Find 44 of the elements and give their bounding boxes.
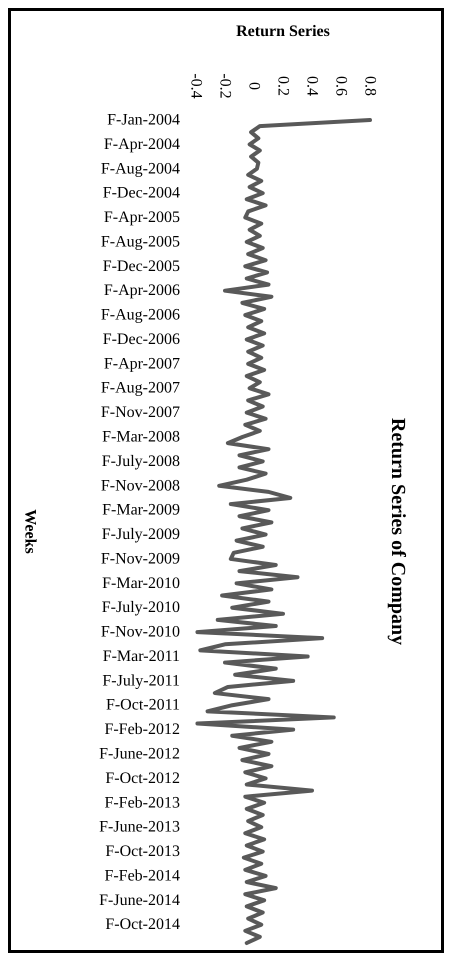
y-tick-label: F-Apr-2007 bbox=[104, 355, 180, 372]
y-tick-label: F-Aug-2006 bbox=[100, 306, 180, 324]
y-tick-label: F-Nov-2007 bbox=[100, 404, 180, 422]
text: Return Series of Company bbox=[387, 418, 409, 646]
x-tick-label: 0.6 bbox=[332, 76, 350, 96]
x-tick-label: 0.4 bbox=[304, 76, 320, 96]
y-tick-label: F-Mar-2011 bbox=[102, 648, 180, 665]
x-tick-label: -0.4 bbox=[188, 73, 204, 99]
x-tick-label: 0.8 bbox=[362, 76, 378, 96]
y-tick-label: F-Oct-2013 bbox=[105, 843, 180, 860]
x-tick-label: 0 bbox=[246, 82, 262, 90]
y-tick-label: F-Feb-2013 bbox=[104, 794, 180, 812]
y-tick-label: F-July-2010 bbox=[102, 599, 180, 616]
x-tick-label: -0.2 bbox=[216, 73, 234, 99]
y-tick-label: F-Nov-2009 bbox=[100, 550, 180, 568]
y-tick-label: F-June-2014 bbox=[99, 892, 180, 909]
y-tick-label: F-Aug-2005 bbox=[100, 233, 180, 250]
y-tick-label: F-July-2009 bbox=[102, 526, 180, 544]
y-tick-label: F-Apr-2004 bbox=[104, 136, 180, 153]
y-tick-label: F-Aug-2004 bbox=[100, 160, 180, 178]
y-tick-label: F-Feb-2012 bbox=[104, 721, 180, 738]
y-tick-label: F-June-2013 bbox=[99, 818, 180, 836]
y-tick-label: F-Oct-2012 bbox=[105, 770, 180, 787]
y-tick-label: F-Jan-2004 bbox=[107, 112, 180, 128]
y-tick-label: F-Feb-2014 bbox=[104, 867, 180, 884]
x-tick-label: 0.2 bbox=[274, 76, 292, 96]
y-tick-label: F-July-2011 bbox=[102, 672, 180, 690]
y-tick-label: F-Oct-2011 bbox=[106, 696, 180, 714]
y-tick-label: F-Dec-2006 bbox=[102, 330, 180, 348]
y-axis-title: Weeks bbox=[22, 509, 38, 554]
y-tick-label: F-Mar-2008 bbox=[102, 428, 180, 446]
y-tick-label: F-Dec-2004 bbox=[102, 184, 180, 202]
y-tick-label: F-Mar-2010 bbox=[102, 574, 180, 592]
y-tick-label: F-Apr-2005 bbox=[104, 209, 180, 226]
y-tick-label: F-July-2008 bbox=[102, 452, 180, 470]
x-axis-title: Return Series bbox=[236, 23, 330, 40]
y-tick-label: F-Nov-2010 bbox=[100, 624, 180, 641]
y-tick-label: F-June-2012 bbox=[99, 746, 180, 763]
y-tick-label: F-Dec-2005 bbox=[102, 258, 180, 275]
y-tick-label: F-Apr-2006 bbox=[104, 282, 180, 300]
y-tick-label: F-Aug-2007 bbox=[100, 380, 180, 397]
y-tick-label: F-Nov-2008 bbox=[100, 477, 180, 494]
y-tick-label: F-Oct-2014 bbox=[105, 916, 180, 934]
y-tick-label: F-Mar-2009 bbox=[102, 502, 180, 519]
